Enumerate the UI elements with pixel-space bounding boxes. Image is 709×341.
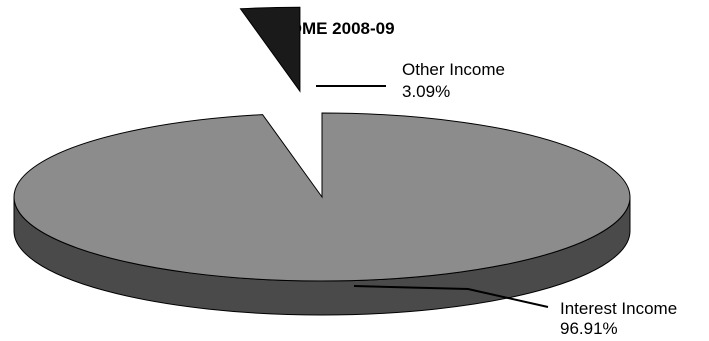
slice-label-other-income: Other Income (402, 60, 505, 79)
slice-label-interest-income: Interest Income (560, 299, 677, 318)
slice-value-other-income: 3.09% (402, 82, 450, 101)
slices-layer (13, 6, 631, 316)
pie-slice-other-income (239, 6, 301, 93)
slice-value-interest-income: 96.91% (560, 319, 618, 336)
pie-slice-interest-income (13, 112, 631, 282)
leader-line-interest-income (353, 285, 549, 308)
